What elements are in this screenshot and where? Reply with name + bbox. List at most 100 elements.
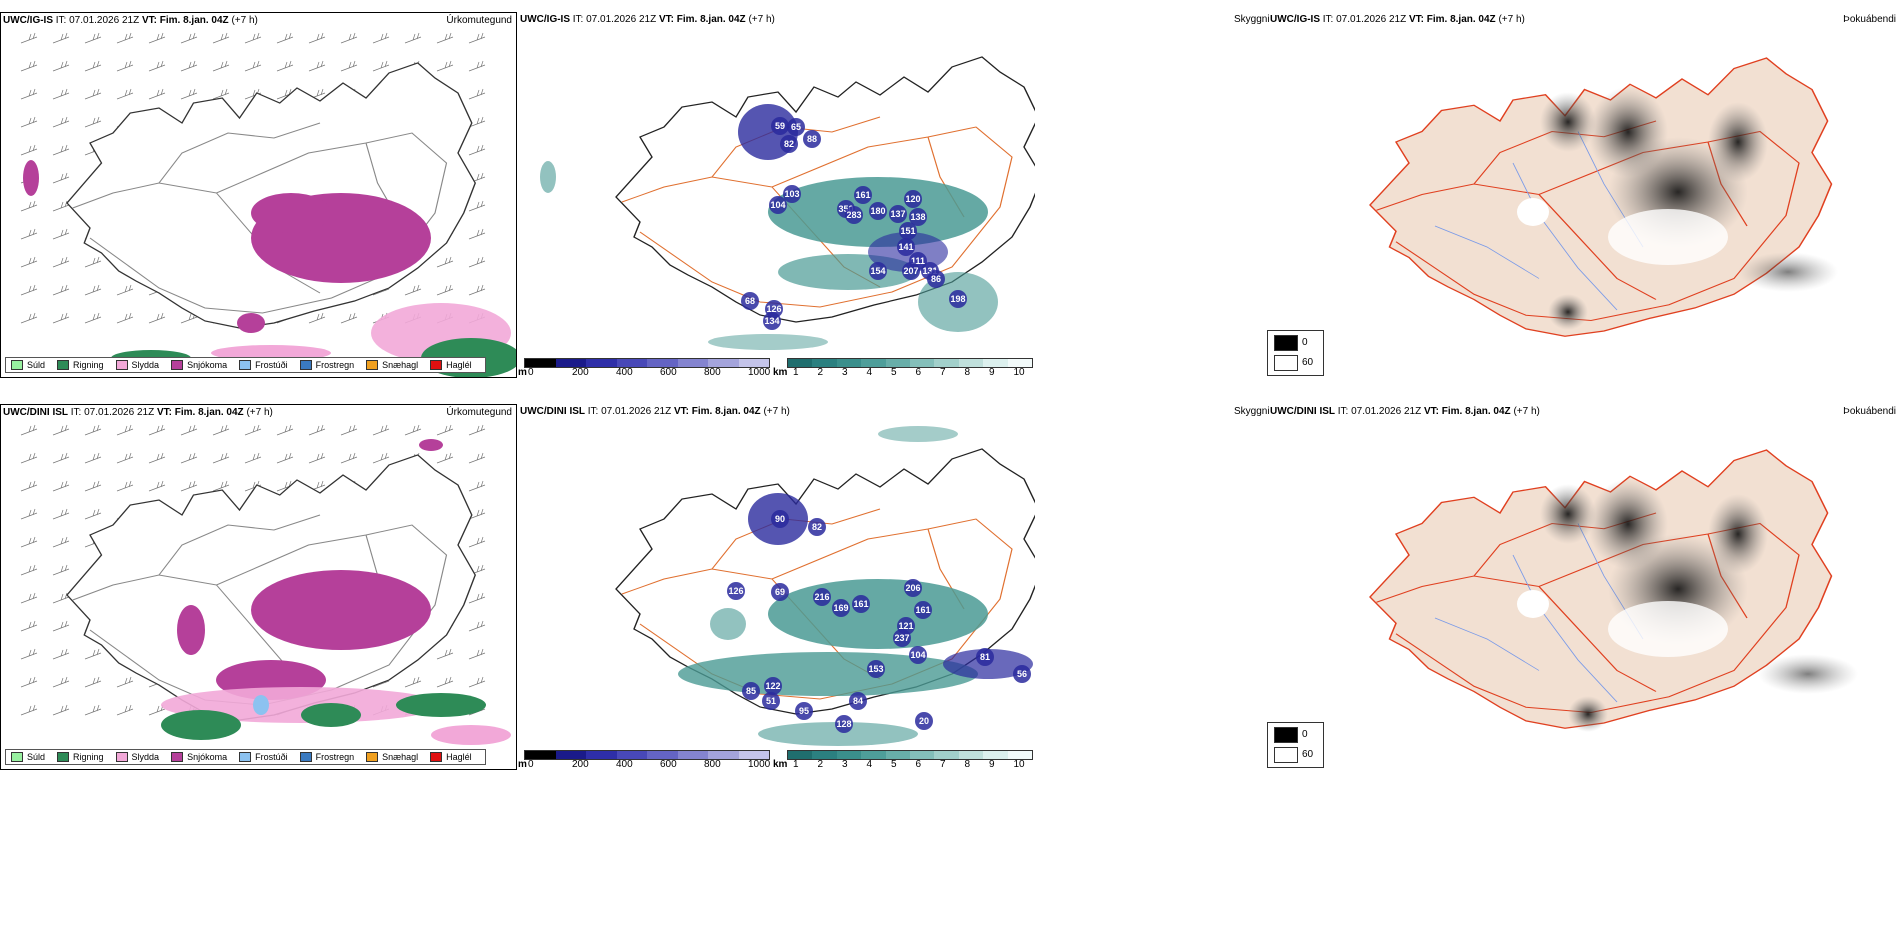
legend-swatch [115, 752, 128, 762]
cloud-base-label: 81 [980, 652, 990, 662]
legend-swatch [239, 752, 252, 762]
legend-item: Rigning [57, 360, 104, 370]
cloud-base-label: 180 [870, 206, 885, 216]
cloud-base-label: 104 [770, 200, 785, 210]
cloud-base-label: 350 [838, 204, 853, 214]
panel-header: UWC/IG-IS IT: 07.01.2026 21Z VT: Fim. 8.… [520, 14, 775, 25]
fog-key-white-swatch [1274, 747, 1298, 763]
height-colorbar-strip [524, 750, 770, 760]
precip-type-panel: UWC/DINI ISL IT: 07.01.2026 21Z VT: Fim.… [0, 404, 517, 770]
cloud-base-label: 153 [868, 664, 883, 674]
legend-item: Haglél [430, 360, 472, 370]
cloud-base-label: 237 [894, 633, 909, 643]
fog-indicator-panel: UWC/DINI ISL IT: 07.01.2026 21Z VT: Fim.… [1268, 404, 1900, 772]
cloud-base-label: 126 [728, 586, 743, 596]
visibility-colorbar: km 1 2 3 4 5 6 7 8 9 10 [773, 750, 1035, 770]
fog-key-label: 0 [1302, 729, 1308, 740]
legend-swatch [57, 752, 70, 762]
cloud-base-label: 86 [931, 274, 941, 284]
legend-swatch [171, 752, 184, 762]
cloud-base-label: 122 [765, 681, 780, 691]
visibility-colorbar: km 1 2 3 4 5 6 7 8 9 10 [773, 358, 1035, 378]
cloud-base-label: 131 [922, 266, 937, 276]
cloud-title: Skyggni [1234, 406, 1270, 417]
cloud-base-label: 151 [900, 226, 915, 236]
legend-swatch [239, 360, 252, 370]
cloud-base-label: 161 [915, 605, 930, 615]
cloud-title: Skyggni [1234, 14, 1270, 25]
visibility-colorbar-strip [787, 358, 1033, 368]
legend-swatch [366, 752, 379, 762]
cloud-base-label: 216 [814, 592, 829, 602]
cloud-base-label: 111 [911, 256, 925, 266]
legend-swatch [299, 360, 312, 370]
cloud-base-label: 56 [1017, 669, 1027, 679]
legend-swatch [115, 360, 128, 370]
legend-swatch [57, 360, 70, 370]
panel-header: UWC/IG-IS IT: 07.01.2026 21Z VT: Fim. 8.… [1270, 14, 1525, 25]
legend-swatch [366, 360, 379, 370]
precip-legend: Súld Rigning Slydda Snjókoma Frostúði Frostre… [5, 749, 486, 765]
cloud-base-label: 154 [870, 266, 885, 276]
panel-header: UWC/DINI ISL IT: 07.01.2026 21Z VT: Fim.… [1270, 406, 1540, 417]
fog-title: Þokuábendi [1843, 406, 1896, 417]
fog-colorkey: 0 60 [1267, 722, 1324, 768]
fog-key-label: 0 [1302, 337, 1308, 348]
precip-map [20, 32, 516, 377]
legend-item: Slydda [115, 360, 159, 370]
legend-swatch [171, 360, 184, 370]
cloud-base-label: 126 [766, 304, 781, 314]
cloud-base-label: 121 [898, 621, 913, 631]
cloud-base-label: 90 [775, 514, 785, 524]
fog-key-label: 60 [1302, 749, 1314, 760]
legend-item: Frostregn [299, 360, 354, 370]
fog-title: Þokuábendi [1843, 14, 1896, 25]
cloud-base-label: 59 [775, 121, 785, 131]
legend-swatch [299, 752, 312, 762]
precip-type-panel: UWC/IG-IS IT: 07.01.2026 21Z VT: Fim. 8.… [0, 12, 517, 378]
legend-item: Slydda [115, 752, 159, 762]
cloud-base-label: 207 [903, 266, 918, 276]
cloud-base-label: 95 [799, 706, 809, 716]
cloud-base-label: 141 [898, 242, 913, 252]
legend-item: Snjókoma [171, 752, 227, 762]
legend-swatch [11, 360, 23, 370]
legend-item: Haglél [430, 752, 472, 762]
legend-swatch [430, 360, 443, 370]
cloud-base-label: 134 [764, 316, 779, 326]
legend-item: Frostúði [239, 752, 288, 762]
legend-item: Frostregn [299, 752, 354, 762]
cloud-base-label: 128 [836, 719, 851, 729]
panel-header: UWC/DINI ISL IT: 07.01.2026 21Z VT: Fim.… [520, 406, 790, 417]
precip-map [20, 424, 511, 745]
fog-indicator-panel: UWC/IG-IS IT: 07.01.2026 21Z VT: Fim. 8.… [1268, 12, 1900, 380]
cloud-base-label: 161 [853, 599, 868, 609]
legend-item: Súld [11, 360, 45, 370]
legend-item: Snæhagl [366, 360, 418, 370]
fog-key-black-swatch [1274, 727, 1298, 743]
fog-colorkey: 0 60 [1267, 330, 1324, 376]
cloud-base-label: 88 [807, 134, 817, 144]
fog-key-black-swatch [1274, 335, 1298, 351]
legend-item: Snjókoma [171, 360, 227, 370]
cloud-base-label: 104 [910, 650, 925, 660]
fog-key-white-swatch [1274, 355, 1298, 371]
cloud-base-label: 68 [745, 296, 755, 306]
height-colorbar-strip [524, 358, 770, 368]
panel-header: UWC/IG-IS IT: 07.01.2026 21Z VT: Fim. 8.… [3, 15, 258, 26]
cloud-height-colorbar: m 0 200 400 600 800 1000 [518, 358, 778, 378]
legend-item: Rigning [57, 752, 104, 762]
precip-legend: Súld Rigning Slydda Snjókoma Frostúði Frostre… [5, 357, 486, 373]
cloud-height-colorbar: m 0 200 400 600 800 1000 [518, 750, 778, 770]
panel-header: UWC/DINI ISL IT: 07.01.2026 21Z VT: Fim.… [3, 407, 273, 418]
cloud-base-label: 51 [766, 696, 776, 706]
cloud-base-label: 169 [833, 603, 848, 613]
precip-title: Úrkomutegund [446, 407, 512, 418]
cloud-base-label: 69 [775, 587, 785, 597]
cloud-base-label: 82 [812, 522, 822, 532]
cloud-base-label: 85 [746, 686, 756, 696]
fog-map [1369, 449, 1858, 732]
precip-title: Úrkomutegund [446, 15, 512, 26]
